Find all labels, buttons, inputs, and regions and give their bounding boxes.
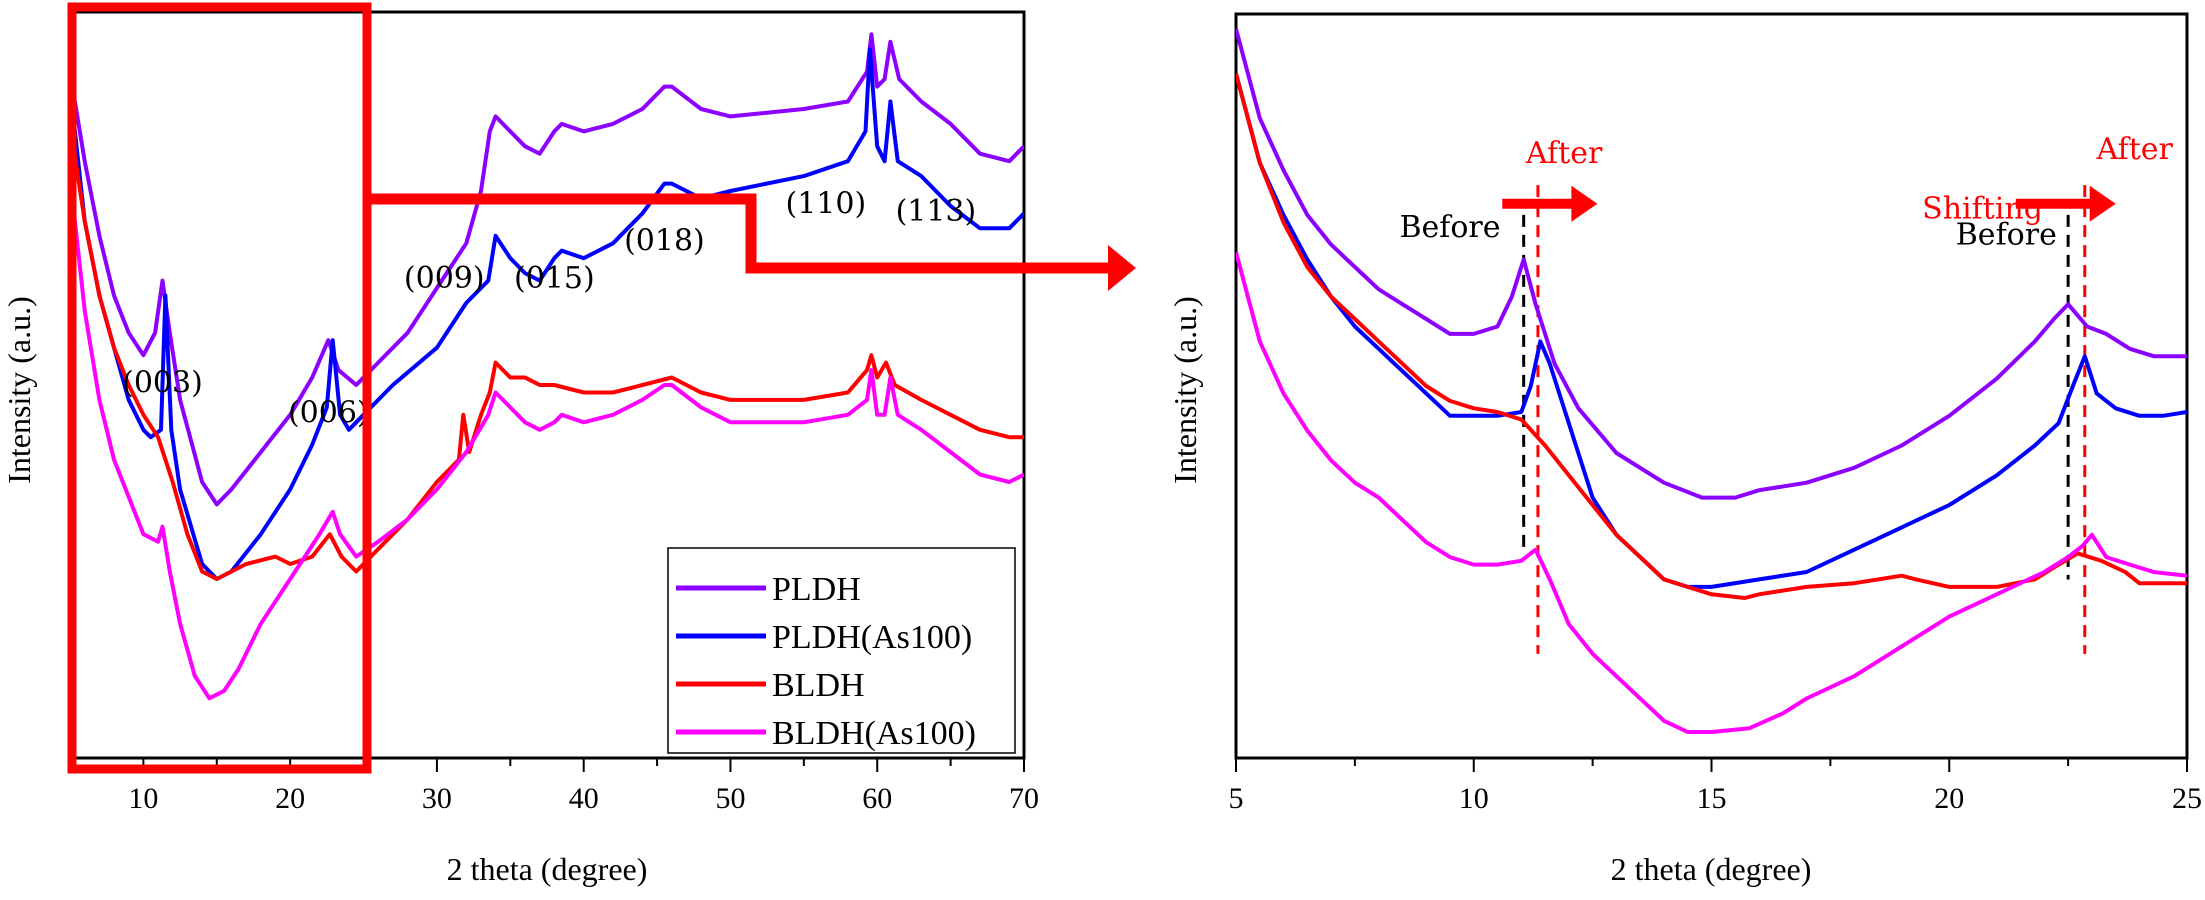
legend: PLDH PLDH(As100) BLDH BLDH(As100)	[667, 547, 1016, 754]
shift-arrow-icon	[1571, 185, 1598, 222]
x-tick-label: 5	[1229, 782, 1244, 815]
legend-box	[667, 547, 1016, 754]
left-x-axis: 10 20 30 40 50 60 70	[69, 758, 1039, 815]
legend-label: BLDH	[772, 667, 865, 704]
x-tick-label: 10	[128, 782, 158, 815]
right-xrd-panel: 5 10 15 20 25 AfterBeforeShiftingBeforeAfter…	[1167, 12, 2202, 887]
series-pldh-line	[70, 32, 1024, 507]
left-x-axis-title: 2 theta (degree)	[447, 851, 648, 887]
shift-arrows	[1502, 185, 2116, 222]
peak-label: (009)	[404, 261, 485, 296]
series-bldh-line	[1236, 72, 2187, 600]
zoom-connector-arrow	[368, 193, 1136, 291]
x-tick-label: 40	[569, 782, 599, 815]
right-y-axis-title: Intensity (a.u.)	[1167, 296, 1203, 484]
series-pldhas100-line	[70, 47, 1024, 581]
left-series-group	[70, 32, 1024, 701]
right-x-axis: 5 10 15 20 25	[1229, 758, 2202, 815]
series-pldh-line	[1236, 28, 2187, 500]
right-plot-frame	[1234, 12, 2189, 760]
shift-reference-lines	[1522, 185, 2087, 654]
legend-label: BLDH(As100)	[772, 715, 976, 752]
series-bldhas100-line	[1236, 251, 2187, 734]
annotation-before: Before	[1956, 218, 2057, 253]
x-tick-label: 30	[422, 782, 452, 815]
annotation-after: After	[2095, 132, 2173, 167]
x-tick-label: 20	[1934, 782, 1964, 815]
annotation-after: After	[1525, 136, 1603, 171]
x-tick-label: 20	[275, 782, 305, 815]
peak-label: (113)	[896, 194, 977, 229]
legend-label: PLDH	[772, 571, 861, 608]
left-xrd-panel: 10 20 30 40 50 60 70 (003) (006) (009) (015) (018)…	[1, 2, 1039, 887]
connector-line	[368, 193, 1110, 274]
peak-label: (015)	[514, 261, 595, 296]
peak-label: (018)	[624, 224, 705, 259]
x-tick-label: 60	[862, 782, 892, 815]
peak-label: (006)	[288, 395, 369, 430]
right-x-axis-title: 2 theta (degree)	[1611, 851, 1812, 887]
series-bldh-line	[70, 123, 1024, 581]
peak-label: (110)	[786, 186, 867, 221]
zoom-region-highlight-box	[67, 2, 372, 774]
right-series-group	[1236, 28, 2187, 734]
connector-arrowhead-icon	[1108, 245, 1136, 291]
peak-label: (003)	[122, 365, 203, 400]
series-bldhas100-line	[70, 175, 1024, 701]
left-y-axis-title: Intensity (a.u.)	[1, 296, 37, 484]
x-tick-label: 50	[715, 782, 745, 815]
left-peak-labels: (003) (006) (009) (015) (018) (110) (113)	[122, 186, 976, 430]
annotation-before: Before	[1399, 210, 1500, 245]
x-tick-label: 15	[1697, 782, 1727, 815]
legend-label: PLDH(As100)	[772, 619, 972, 656]
x-tick-label: 70	[1009, 782, 1039, 815]
x-tick-label: 25	[2172, 782, 2202, 815]
x-tick-label: 10	[1459, 782, 1489, 815]
annotation-shifting: Shifting	[1922, 192, 2043, 227]
shift-arrow-icon	[2089, 185, 2116, 222]
